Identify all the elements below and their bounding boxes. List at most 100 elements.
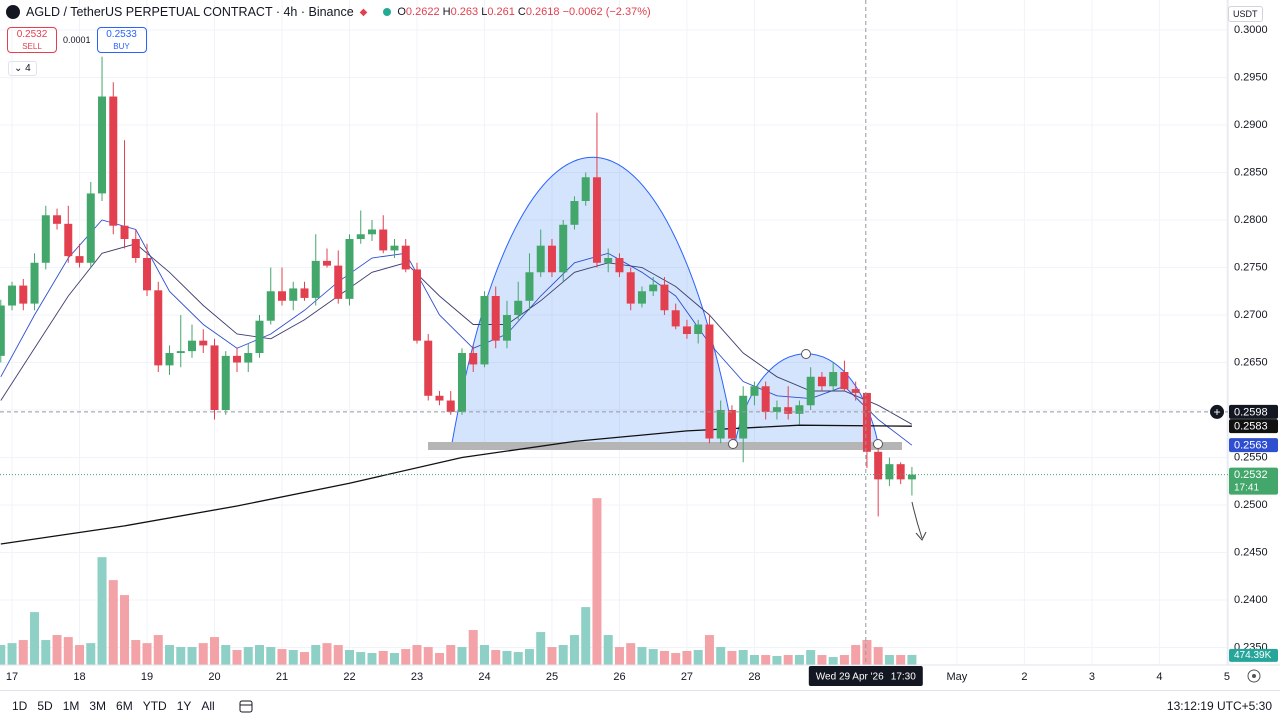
volume-bar bbox=[18, 640, 28, 665]
volume-bar bbox=[817, 655, 827, 665]
range-button[interactable]: All bbox=[201, 698, 215, 713]
sell-label: SELL bbox=[22, 42, 42, 51]
candle-body bbox=[300, 288, 309, 298]
symbol-title[interactable]: AGLD / TetherUS PERPETUAL CONTRACT · 4h … bbox=[26, 5, 354, 19]
candle-body bbox=[390, 245, 399, 251]
candle-body bbox=[424, 340, 433, 396]
range-button[interactable]: YTD bbox=[142, 698, 167, 713]
candle-body bbox=[739, 395, 748, 439]
candle-body bbox=[120, 225, 129, 240]
range-button[interactable]: 1D bbox=[12, 698, 28, 713]
volume-bar bbox=[513, 652, 523, 665]
y-tick-label: 0.2950 bbox=[1234, 71, 1268, 83]
candle-body bbox=[649, 284, 658, 292]
volume-bar bbox=[333, 645, 343, 665]
candle-body bbox=[750, 386, 759, 396]
volume-bar bbox=[423, 647, 433, 665]
range-button[interactable]: 1M bbox=[62, 698, 80, 713]
candle-body bbox=[716, 410, 725, 439]
market-status bbox=[383, 8, 392, 16]
volume-bar bbox=[783, 655, 793, 665]
x-tick-label: May bbox=[947, 671, 968, 683]
candle-body bbox=[547, 245, 556, 273]
candle-body bbox=[30, 262, 39, 304]
ohlc-label: L bbox=[481, 6, 488, 18]
spread: 0.0001 bbox=[63, 35, 91, 45]
pattern-point bbox=[801, 349, 811, 359]
candle-body bbox=[401, 245, 410, 270]
volume-bar bbox=[277, 649, 287, 665]
ohlc-close: 0.2618 bbox=[525, 6, 560, 18]
ohlc-label: C bbox=[517, 6, 526, 18]
candle-body bbox=[311, 260, 320, 298]
flag-icon[interactable]: ◆ bbox=[359, 6, 368, 18]
sell-button[interactable]: 0.2532 SELL bbox=[7, 27, 57, 53]
ma-fast-label-bg bbox=[1229, 438, 1278, 453]
y-tick-label: 0.2900 bbox=[1234, 119, 1268, 131]
volume-bar bbox=[153, 635, 163, 665]
volume-bar bbox=[221, 645, 231, 665]
candle-body bbox=[435, 395, 444, 401]
candle-body bbox=[862, 392, 871, 452]
candle-body bbox=[322, 260, 331, 266]
projection-arrow bbox=[911, 501, 927, 541]
x-tick-label: 21 bbox=[276, 671, 288, 683]
volume-pane bbox=[0, 498, 917, 665]
volume-bar bbox=[682, 650, 692, 665]
volume-bar bbox=[232, 650, 242, 665]
candle-body bbox=[851, 389, 860, 393]
indicators-toggle[interactable]: ⌄ 4 bbox=[8, 61, 37, 76]
volume-bar bbox=[299, 652, 309, 665]
volume-bar bbox=[704, 635, 714, 665]
y-tick-label: 0.2750 bbox=[1234, 261, 1268, 273]
candle-body bbox=[356, 234, 365, 240]
buy-button[interactable]: 0.2533 BUY bbox=[96, 27, 147, 53]
volume-bar bbox=[412, 645, 422, 665]
range-button[interactable]: 6M bbox=[116, 698, 133, 713]
candle-body bbox=[581, 177, 590, 202]
range-button[interactable]: 3M bbox=[89, 698, 107, 713]
candle-body bbox=[8, 285, 17, 306]
candle-body bbox=[727, 410, 736, 439]
range-button[interactable]: 1Y bbox=[176, 698, 192, 713]
candle-body bbox=[896, 464, 905, 480]
candle-body bbox=[772, 407, 781, 412]
volume-bar bbox=[75, 645, 85, 665]
y-tick-label: 0.3000 bbox=[1234, 24, 1268, 36]
crosshair-time-bg bbox=[808, 666, 923, 686]
crosshair-date: Wed 29 Apr '26 bbox=[816, 672, 884, 683]
volume-bar bbox=[637, 647, 647, 665]
volume-bar bbox=[671, 652, 681, 665]
candle-body bbox=[221, 355, 230, 411]
volume-bar bbox=[468, 630, 478, 665]
ohlc-change: −0.0062 (−2.37%) bbox=[562, 6, 651, 18]
candle-body bbox=[334, 265, 343, 299]
settings-icon[interactable] bbox=[1247, 669, 1261, 683]
symbol-logo bbox=[6, 5, 20, 19]
candle-body bbox=[795, 405, 804, 414]
moving-average-line bbox=[0, 243, 913, 425]
volume-bar bbox=[761, 655, 771, 665]
volume-label: 474.39K bbox=[1234, 650, 1272, 661]
candle-body bbox=[469, 353, 478, 365]
range-button[interactable]: 5D bbox=[37, 698, 53, 713]
ohlc-label: H bbox=[442, 6, 451, 18]
volume-bar bbox=[479, 645, 489, 665]
volume-bar bbox=[0, 645, 6, 665]
volume-bar bbox=[187, 647, 197, 665]
y-tick-label: 0.2500 bbox=[1234, 499, 1268, 511]
candle-body bbox=[885, 464, 894, 480]
settings-icon-dot bbox=[1252, 674, 1256, 678]
last-price-bg bbox=[1229, 467, 1278, 495]
candle-body bbox=[502, 315, 511, 341]
volume-bar bbox=[862, 640, 872, 665]
volume-bar bbox=[165, 645, 175, 665]
volume-bar bbox=[322, 643, 332, 665]
volume-bar bbox=[547, 647, 557, 665]
volume-bar bbox=[581, 607, 591, 665]
crosshair-add-icon[interactable] bbox=[1210, 404, 1224, 419]
candle-body bbox=[705, 324, 714, 439]
currency-button[interactable]: USDT bbox=[1228, 6, 1263, 22]
candle-body bbox=[412, 269, 421, 341]
date-range-icon[interactable] bbox=[238, 698, 254, 714]
